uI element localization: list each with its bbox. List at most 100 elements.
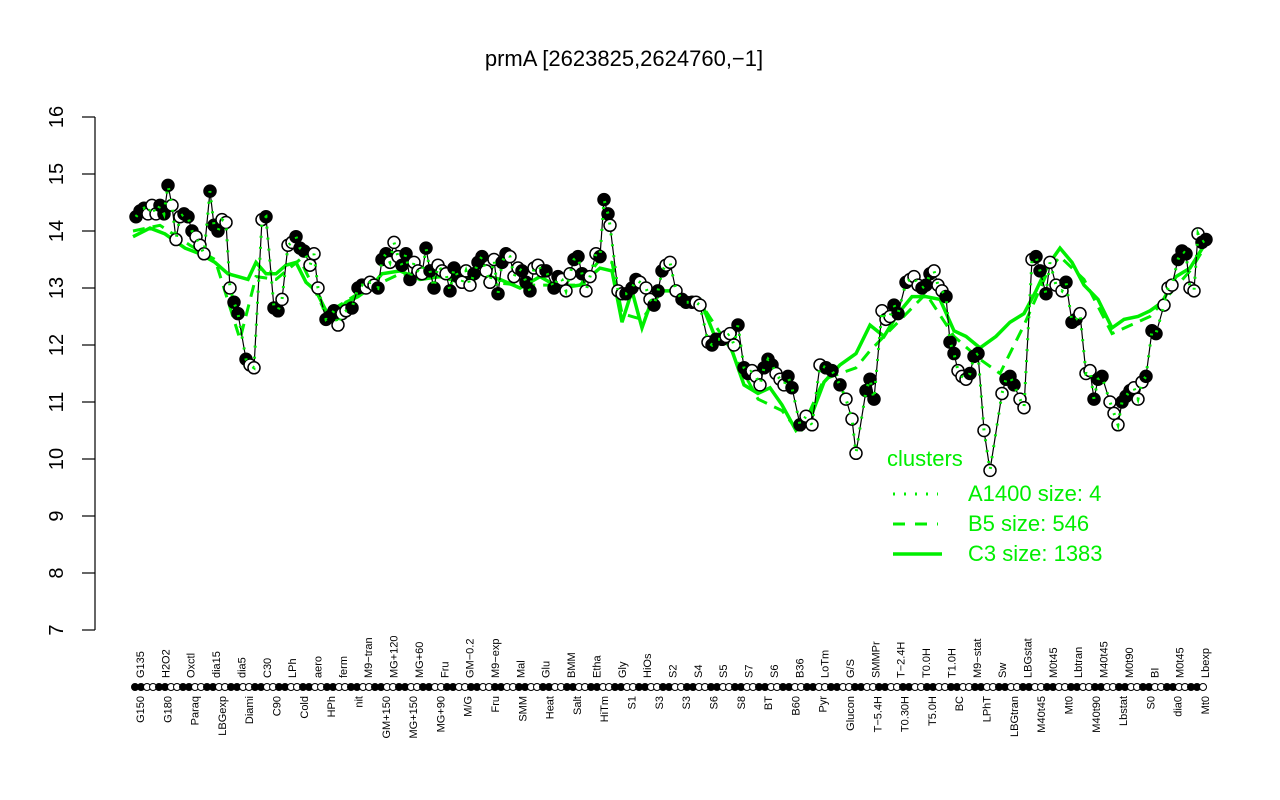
data-point xyxy=(1199,232,1213,247)
data-point xyxy=(399,247,413,261)
x-tick-label: S3 xyxy=(681,696,693,709)
data-point xyxy=(271,304,285,318)
x-tick-label: Mt0 xyxy=(1063,696,1075,714)
data-point xyxy=(919,278,933,292)
data-point xyxy=(571,249,585,264)
x-tick-label: B36 xyxy=(794,658,806,678)
x-tick-label: aero xyxy=(313,656,325,678)
data-point xyxy=(863,372,877,386)
x-tick-label: S0 xyxy=(1145,696,1157,709)
x-tick-label: T−2.4H xyxy=(896,642,908,678)
x-tick-label: S6 xyxy=(708,696,720,709)
data-point xyxy=(731,318,745,332)
x-tick-label: Cold xyxy=(299,696,311,719)
x-tick-label: Sw xyxy=(997,663,1009,678)
x-tick-label: M40t45 xyxy=(1036,696,1048,733)
x-tick-label: Heat xyxy=(545,696,557,719)
x-tick-label: B60 xyxy=(790,696,802,716)
data-point xyxy=(833,378,847,392)
data-point xyxy=(647,298,661,312)
data-point xyxy=(275,292,289,307)
data-point xyxy=(475,249,489,264)
x-tick-label: LPh xyxy=(287,658,299,678)
x-tick-label: dia15 xyxy=(211,651,223,678)
x-tick-label: G180 xyxy=(162,696,174,723)
data-point xyxy=(1059,275,1073,290)
data-point xyxy=(1007,378,1021,392)
x-tick-label: T1.0H xyxy=(946,648,958,678)
data-point xyxy=(845,412,859,426)
data-point xyxy=(805,418,819,432)
y-tick-label: 7 xyxy=(46,624,68,635)
data-point xyxy=(395,258,409,272)
data-point xyxy=(753,378,767,392)
legend-entry-c3: C3 size: 1383 xyxy=(968,541,1103,566)
y-tick-label: 14 xyxy=(46,220,68,242)
x-tick-label: Fru xyxy=(439,662,451,679)
x-tick-label: GM−0.2 xyxy=(465,639,477,678)
x-tick-label: Diami xyxy=(244,696,256,724)
data-point xyxy=(603,218,617,233)
data-point xyxy=(223,281,237,295)
data-point xyxy=(289,229,303,244)
x-tick-label: ferm xyxy=(338,656,350,678)
data-point xyxy=(181,210,195,224)
x-tick-label: Mal xyxy=(515,660,527,678)
data-point xyxy=(663,255,677,270)
x-tick-label: MG+120 xyxy=(389,636,401,679)
x-tick-label: M9−exp xyxy=(490,639,502,678)
data-point xyxy=(1087,392,1101,406)
data-point xyxy=(579,284,593,298)
data-point xyxy=(1139,369,1153,384)
x-tick-label: HiTm xyxy=(599,696,611,722)
data-point xyxy=(1017,400,1031,415)
data-point xyxy=(639,281,653,295)
x-tick-label: MG+60 xyxy=(414,642,426,678)
x-tick-label: SMMPr xyxy=(870,641,882,678)
data-point xyxy=(491,286,505,301)
x-tick-label: S7 xyxy=(744,665,756,678)
x-tick-label: BI xyxy=(1149,668,1161,678)
x-tick-label: Glu xyxy=(541,661,553,678)
data-point xyxy=(345,301,359,315)
x-tick-label: Glucon xyxy=(845,696,857,731)
x-tick-label: S2 xyxy=(668,665,680,678)
x-tick-label: S4 xyxy=(693,665,705,678)
data-point xyxy=(727,338,741,352)
x-tick-label: BC xyxy=(954,696,966,711)
x-tick-label: dia0 xyxy=(1173,696,1185,717)
x-tick-label: G/S xyxy=(845,659,857,678)
data-point xyxy=(419,241,433,255)
y-tick-label: 8 xyxy=(46,567,68,578)
data-point xyxy=(515,264,529,278)
x-tick-label: T0.30H xyxy=(900,696,912,732)
data-point xyxy=(1179,247,1193,261)
x-tick-label: M40t90 xyxy=(1091,696,1103,733)
data-point xyxy=(443,284,457,298)
y-tick-label: 9 xyxy=(46,510,68,521)
x-tick-label: G150 xyxy=(135,696,147,723)
x-tick-label: LPhT xyxy=(982,696,994,723)
data-point xyxy=(971,346,985,361)
data-point xyxy=(1039,286,1053,301)
data-point xyxy=(1073,306,1087,321)
chart-title: prmA [2623825,2624760,−1] xyxy=(485,46,763,71)
x-tick-label: Lbexp xyxy=(1200,648,1212,678)
x-tick-label: GM+150 xyxy=(381,696,393,739)
data-point xyxy=(995,386,1009,401)
data-point xyxy=(593,249,607,264)
x-tick-label: S8 xyxy=(736,696,748,709)
x-tick-label: dia5 xyxy=(236,657,248,678)
data-point xyxy=(1187,284,1201,298)
x-tick-label: BT xyxy=(763,696,775,710)
data-point xyxy=(977,423,991,438)
data-point xyxy=(891,306,905,321)
legend: clusters A1400 size: 4 B5 size: 546 C3 s… xyxy=(887,446,1103,566)
data-point xyxy=(597,192,611,207)
data-point xyxy=(539,264,553,278)
y-tick-label: 12 xyxy=(46,334,68,356)
x-tick-label: Oxctl xyxy=(186,653,198,678)
legend-title: clusters xyxy=(887,446,963,471)
x-tick-label: H2O2 xyxy=(160,649,172,678)
y-tick-label: 10 xyxy=(46,448,68,470)
